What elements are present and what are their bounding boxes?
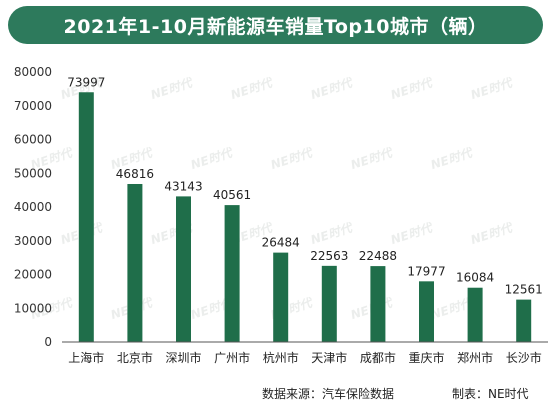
- y-tick-label: 20000: [14, 268, 52, 282]
- bar: [127, 183, 143, 342]
- y-tick-label: 50000: [14, 166, 52, 180]
- bar-series: [78, 92, 532, 342]
- bar: [176, 196, 191, 342]
- x-tick-label: 广州市: [214, 350, 250, 365]
- bar-value-label: 17977: [407, 264, 445, 278]
- made-by-note: 制表：NE时代: [452, 387, 529, 401]
- bar-value-label: 22488: [359, 249, 397, 263]
- bar: [273, 252, 289, 342]
- bar: [467, 287, 483, 342]
- x-axis: 上海市 北京市 深圳市 广州市 杭州市 天津市 成都市 重庆市 郑州市 长沙市: [62, 341, 548, 365]
- bar-value-label: 22563: [310, 249, 348, 263]
- bar-value-label: 12561: [505, 283, 543, 297]
- bar-value-label: 16084: [456, 271, 494, 285]
- bar-value-label: 43143: [164, 179, 202, 193]
- y-tick-label: 60000: [14, 133, 52, 147]
- y-tick-label: 70000: [14, 99, 52, 113]
- bar-value-label: 73997: [67, 75, 105, 89]
- x-tick-label: 郑州市: [457, 350, 493, 365]
- y-tick-label: 40000: [14, 200, 52, 214]
- y-tick-label: 0: [44, 335, 52, 349]
- bar-value-label: 26484: [262, 236, 300, 250]
- x-tick-label: 成都市: [360, 350, 396, 365]
- bar: [516, 299, 532, 342]
- x-tick-label: 重庆市: [408, 350, 444, 365]
- y-tick-label: 30000: [14, 234, 52, 248]
- bar: [419, 281, 434, 342]
- bar-value-label: 46816: [116, 167, 154, 181]
- data-source-note: 数据来源：汽车保险数据: [262, 387, 395, 401]
- bar: [78, 92, 94, 342]
- x-tick-label: 深圳市: [165, 350, 201, 365]
- chart-title-banner: 2021年1-10月新能源车销量Top10城市（辆）: [8, 6, 543, 44]
- x-tick-label: 北京市: [117, 350, 153, 365]
- x-tick-label: 天津市: [311, 350, 347, 365]
- x-tick-label: 杭州市: [263, 350, 299, 365]
- y-tick-label: 80000: [14, 65, 52, 79]
- chart-title: 2021年1-10月新能源车销量Top10城市（辆）: [63, 15, 488, 38]
- bar: [321, 265, 337, 342]
- x-tick-label: 上海市: [68, 350, 104, 365]
- x-tick-label: 长沙市: [506, 350, 542, 365]
- bar-value-label: 40561: [213, 188, 251, 202]
- bar: [370, 266, 386, 342]
- bar: [224, 205, 240, 342]
- y-axis: 0 10000 20000 30000 40000 50000 60000 70000 8000…: [14, 65, 52, 349]
- data-labels: 73997 46816 43143 40561 26484 22563 22488 17977…: [67, 75, 543, 296]
- bar-chart: 0 10000 20000 30000 40000 50000 60000 70000 8000…: [14, 65, 548, 365]
- y-tick-label: 10000: [14, 301, 52, 315]
